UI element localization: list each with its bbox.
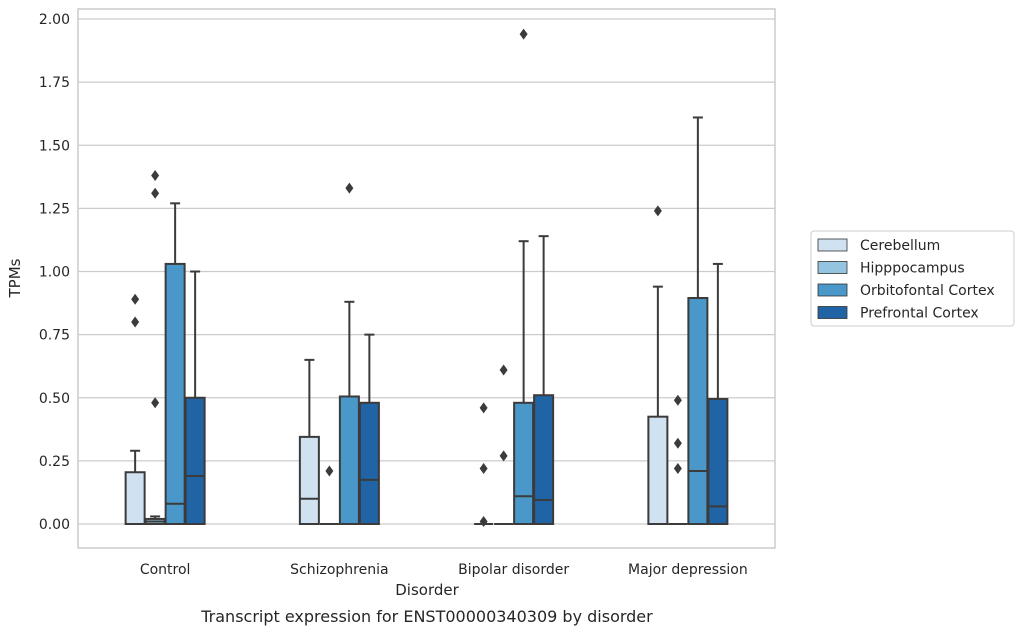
x-tick-label-major-depression: Major depression	[628, 562, 748, 578]
outlier-point	[499, 450, 508, 462]
box-orbitofontal-cortex-bipolar-disorder	[513, 28, 535, 525]
outlier-point	[479, 462, 488, 474]
box-cerebellum-major-depression	[647, 205, 669, 525]
box-body	[707, 398, 729, 526]
x-tick-labels: Control Schizophrenia Bipolar disorder Majo…	[140, 562, 748, 578]
box-hipppocampus-control	[144, 170, 166, 526]
y-tick-label: 1.00	[39, 265, 70, 281]
box-cerebellum-control	[124, 293, 146, 525]
y-tick-label: 1.75	[39, 75, 70, 91]
outlier-point	[673, 394, 682, 406]
x-tick-label-schizophrenia: Schizophrenia	[290, 562, 388, 578]
x-axis-title: Disorder	[395, 581, 459, 599]
legend-swatch-cerebellum	[817, 238, 848, 252]
box-body	[184, 396, 206, 525]
outlier-point	[131, 293, 140, 305]
box-body	[298, 435, 320, 526]
legend-label-orbitofontal-cortex: Orbitofontal Cortex	[860, 283, 995, 299]
legend-label-hipppocampus: Hipppocampus	[860, 261, 965, 277]
box-cerebellum-bipolar-disorder	[474, 402, 494, 527]
outlier-point	[519, 28, 528, 40]
x-tick-label-control: Control	[140, 562, 191, 578]
box-body	[647, 415, 669, 525]
outlier-point	[479, 402, 488, 414]
outlier-point	[151, 170, 160, 182]
box-orbitofontal-cortex-control	[164, 202, 186, 525]
box-hipppocampus-bipolar-disorder	[494, 364, 514, 525]
box-body	[124, 471, 146, 525]
x-tick-label-bipolar-disorder: Bipolar disorder	[458, 562, 569, 578]
outlier-point	[151, 187, 160, 199]
outlier-point	[151, 397, 160, 409]
y-tick-label: 0.75	[39, 328, 70, 344]
y-tick-label: 1.25	[39, 201, 70, 217]
box-body	[164, 262, 186, 525]
box-orbitofontal-cortex-major-depression	[687, 116, 709, 526]
box-prefrontal-cortex-schizophrenia	[358, 333, 380, 525]
figure-caption: Transcript expression for ENST0000034030…	[200, 607, 653, 626]
legend-label-prefrontal-cortex: Prefrontal Cortex	[860, 306, 979, 322]
box-body	[513, 401, 535, 525]
box-hipppocampus-schizophrenia	[319, 465, 339, 525]
y-axis-title: TPMs	[6, 258, 24, 298]
outlier-point	[345, 182, 354, 194]
plot-area-frame	[77, 8, 776, 549]
legend-swatch-orbitofontal-cortex	[817, 283, 848, 297]
box-hipppocampus-major-depression	[668, 394, 688, 525]
box-body	[338, 395, 360, 525]
outlier-point	[673, 437, 682, 449]
y-tick-label: 0.25	[39, 454, 70, 470]
outlier-point	[131, 316, 140, 328]
box-body	[358, 401, 380, 525]
outlier-point	[673, 462, 682, 474]
legend-swatch-hipppocampus	[817, 261, 848, 274]
box-orbitofontal-cortex-schizophrenia	[338, 182, 360, 525]
y-tick-labels: 0.00 0.25 0.50 0.75 1.00 1.25 1.50 1.75 2.00	[39, 12, 70, 533]
outlier-point	[653, 205, 662, 217]
legend-swatch-prefrontal-cortex	[817, 306, 848, 319]
box-prefrontal-cortex-control	[184, 270, 206, 525]
outlier-point	[325, 465, 334, 477]
legend-label-cerebellum: Cerebellum	[860, 238, 940, 254]
box-cerebellum-schizophrenia	[298, 358, 320, 526]
box-prefrontal-cortex-major-depression	[707, 262, 729, 526]
y-tick-label: 0.50	[39, 391, 70, 407]
boxes	[124, 28, 729, 527]
y-tick-label: 0.00	[39, 517, 70, 533]
box-body	[533, 394, 555, 525]
outlier-point	[479, 515, 488, 527]
y-tick-label: 2.00	[39, 12, 70, 28]
y-tick-label: 1.50	[39, 138, 70, 154]
legend-frame	[810, 230, 1015, 327]
outlier-point	[499, 364, 508, 376]
box-body	[687, 297, 709, 526]
box-prefrontal-cortex-bipolar-disorder	[533, 235, 555, 525]
legend: Cerebellum Hipppocampus Orbitofontal Corte…	[810, 230, 1015, 327]
